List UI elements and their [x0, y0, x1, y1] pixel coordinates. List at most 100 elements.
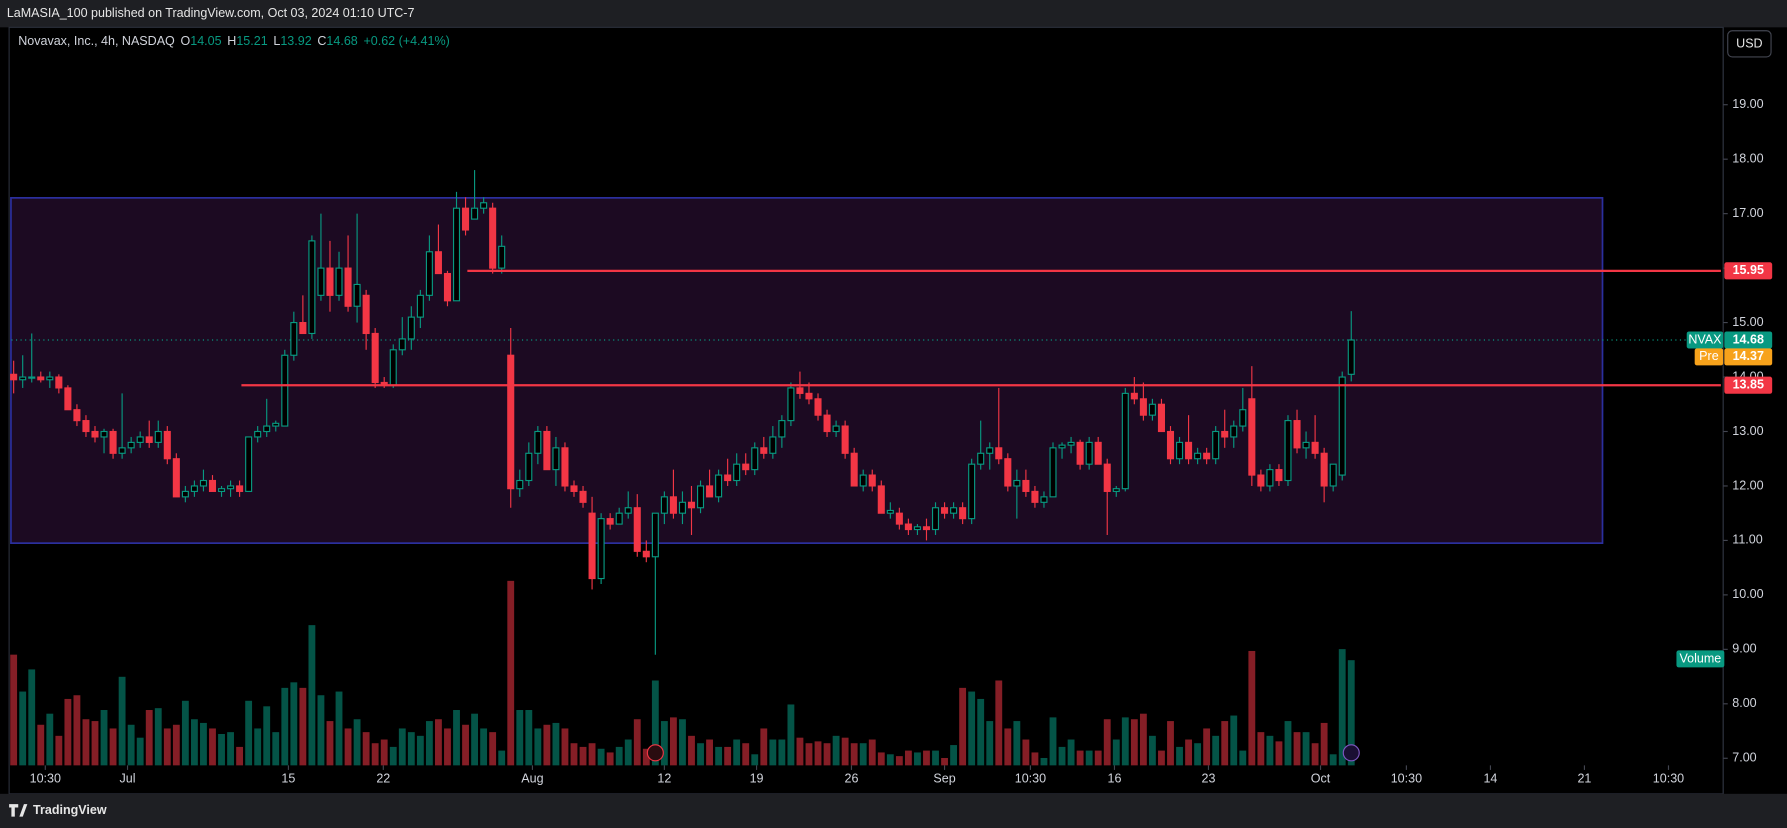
volume-bar	[814, 741, 822, 766]
candle-body	[425, 251, 433, 296]
candle-body	[82, 420, 90, 433]
candle-body	[344, 267, 352, 307]
candle-body	[109, 430, 117, 454]
volume-bar	[534, 728, 542, 766]
volume-bar	[308, 625, 316, 766]
volume-bar	[895, 756, 903, 766]
candle-body	[1085, 441, 1093, 465]
event-icon	[1342, 744, 1360, 762]
candle-body	[922, 526, 931, 531]
x-tick-label: Jul	[120, 771, 136, 785]
volume-bar	[245, 700, 253, 766]
volume-bar	[200, 722, 207, 766]
x-tick-label: 22	[376, 771, 390, 785]
y-tick-label: 13.00	[1732, 424, 1763, 438]
volume-bar	[136, 737, 144, 766]
volume-bar	[127, 724, 135, 766]
publisher: LaMASIA_100 published on TradingView.com…	[7, 6, 415, 20]
volume-bar	[923, 750, 930, 766]
candle-body	[1112, 488, 1120, 492]
ohlc-value: 13.92	[280, 34, 311, 48]
volume-bar	[823, 743, 831, 766]
candle-body	[1058, 444, 1066, 449]
volume-bar	[507, 580, 515, 766]
candle-body	[678, 501, 686, 514]
level-tag	[1724, 376, 1773, 394]
volume-bar	[1275, 741, 1283, 766]
candle-body	[733, 463, 741, 482]
candle-body	[290, 322, 298, 356]
currency-button[interactable]	[1727, 30, 1772, 58]
logo-icon	[9, 804, 28, 817]
volume-bar	[977, 698, 985, 766]
volume-bar	[118, 676, 126, 766]
candle-body	[1013, 479, 1021, 487]
candle-body	[868, 474, 876, 487]
candle-body	[696, 485, 705, 509]
candle-body	[904, 523, 912, 531]
candle-body	[570, 485, 578, 492]
y-tick-label: 9.00	[1732, 642, 1756, 656]
candle-body	[326, 267, 334, 296]
candle-body	[995, 447, 1003, 460]
candle-body	[769, 436, 777, 454]
volume-bar	[389, 746, 397, 766]
volume-bar	[570, 743, 578, 766]
volume-bar	[1230, 715, 1238, 766]
ohlc-key: H	[227, 34, 236, 48]
volume-bar	[1338, 649, 1346, 766]
volume-bar	[19, 691, 27, 766]
volume-bar	[453, 710, 460, 766]
volume-bar	[1257, 732, 1265, 766]
candle-body	[317, 267, 325, 296]
volume-bar	[416, 735, 424, 766]
volume-bar	[407, 732, 415, 766]
candle-body	[1284, 420, 1292, 482]
candle-body	[37, 376, 45, 381]
volume-bar	[904, 750, 912, 766]
volume-bar	[163, 728, 171, 766]
x-tick-label: 14	[1483, 771, 1497, 785]
volume-bar	[543, 724, 551, 766]
volume-bar	[1139, 713, 1147, 766]
volume-bar	[615, 746, 623, 766]
volume-bar	[236, 746, 244, 766]
candle-body	[796, 387, 804, 394]
volume-bar	[37, 724, 45, 766]
ohlc-key: O	[180, 34, 190, 48]
candle-body	[1320, 452, 1328, 487]
volume-bar	[1112, 739, 1120, 766]
volume-bar	[1040, 757, 1048, 766]
volume-bar	[760, 728, 768, 766]
volume-bar	[1022, 739, 1030, 766]
candle-body	[615, 512, 623, 525]
volume-bar	[1194, 743, 1202, 766]
currency[interactable]: USD	[1736, 37, 1762, 51]
footer-logo	[9, 804, 28, 817]
candle-body	[263, 425, 271, 433]
candle-body	[245, 436, 253, 492]
candle-body	[1275, 469, 1283, 482]
volume-bar	[841, 737, 849, 766]
candle-body	[181, 490, 189, 498]
volume-bar	[624, 739, 632, 766]
volume-bar	[1149, 735, 1156, 766]
y-tick-label: 12.00	[1732, 478, 1763, 492]
x-tick-label: Oct	[1311, 771, 1331, 785]
candle-body	[687, 501, 696, 509]
candle-body	[986, 447, 994, 454]
legend: Novavax, Inc., 4h, NASDAQ O14.05 H15.21 L13…	[18, 34, 450, 48]
volume-bar	[715, 746, 723, 766]
x-tick-label: 21	[1577, 771, 1591, 785]
candle-body	[606, 518, 614, 525]
candle-body	[145, 436, 153, 443]
candle-body	[778, 420, 786, 438]
volume-bar	[805, 743, 813, 766]
volume-bar	[290, 682, 298, 766]
volume-bar	[1167, 721, 1174, 766]
volume-bar	[651, 680, 659, 766]
candle-body	[1257, 474, 1265, 487]
candle-body	[272, 422, 280, 427]
candle-body	[28, 376, 36, 379]
candle-body	[308, 240, 316, 335]
